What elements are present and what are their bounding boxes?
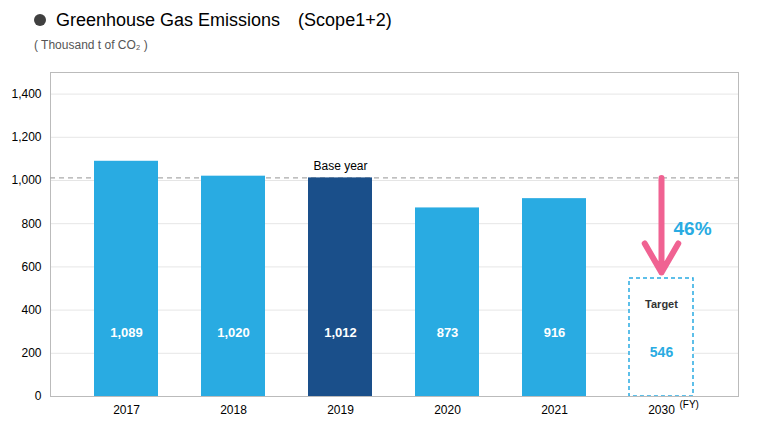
svg-text:916: 916: [544, 325, 566, 340]
svg-text:800: 800: [21, 217, 41, 231]
html-text:Greenhouse Gas Emissions (Scop: Greenhouse Gas Emissions (Scope1+2): [56, 10, 392, 30]
svg-text:2021: 2021: [541, 403, 568, 417]
svg-text:2030: 2030: [648, 403, 675, 417]
svg-text:2019: 2019: [327, 403, 354, 417]
svg-text:0: 0: [35, 389, 42, 403]
svg-text:2018: 2018: [220, 403, 247, 417]
svg-text:Target: Target: [645, 298, 678, 310]
svg-text:873: 873: [437, 325, 459, 340]
svg-text:1,089: 1,089: [110, 325, 143, 340]
svg-text:46%: 46%: [674, 218, 712, 239]
svg-text:(FY): (FY): [680, 399, 699, 410]
svg-text:Base year: Base year: [313, 159, 367, 173]
html-text:( Thousand t of CO₂ ): ( Thousand t of CO₂ ): [34, 38, 148, 52]
svg-text:1,400: 1,400: [11, 87, 41, 101]
svg-text:400: 400: [21, 303, 41, 317]
svg-text:2020: 2020: [434, 403, 461, 417]
svg-text:600: 600: [21, 260, 41, 274]
svg-text:2017: 2017: [113, 403, 140, 417]
svg-text:546: 546: [650, 344, 674, 360]
svg-text:200: 200: [21, 346, 41, 360]
svg-text:1,012: 1,012: [324, 325, 357, 340]
svg-text:1,200: 1,200: [11, 130, 41, 144]
svg-text:1,020: 1,020: [217, 325, 250, 340]
svg-text:1,000: 1,000: [11, 173, 41, 187]
